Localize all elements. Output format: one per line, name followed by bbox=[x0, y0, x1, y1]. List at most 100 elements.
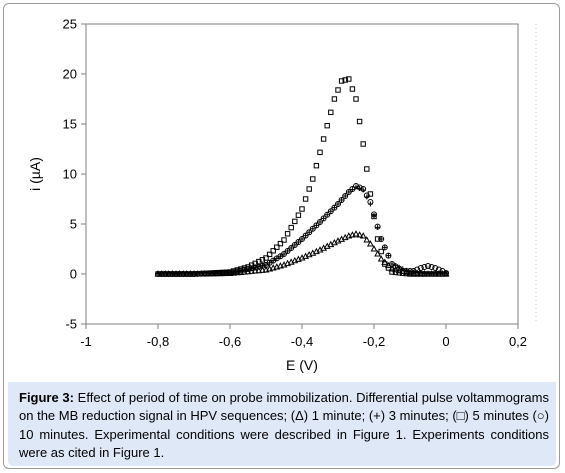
data-point-square bbox=[270, 248, 276, 254]
x-tick-label: 0 bbox=[442, 334, 449, 349]
data-point-circle bbox=[234, 268, 241, 275]
data-point-square bbox=[320, 136, 327, 142]
data-point-plus bbox=[285, 248, 291, 254]
data-point-circle bbox=[191, 271, 197, 277]
data-point-circle bbox=[173, 271, 179, 277]
data-point-circle bbox=[288, 245, 295, 251]
data-point-triangle bbox=[255, 266, 263, 274]
data-point-plus bbox=[385, 253, 391, 259]
data-point-plus bbox=[346, 189, 352, 195]
data-point-square bbox=[349, 86, 356, 92]
data-point-circle bbox=[421, 264, 428, 270]
data-point-circle bbox=[219, 270, 226, 277]
data-point-square bbox=[421, 271, 428, 277]
data-point-plus bbox=[339, 197, 345, 203]
data-point-circle bbox=[403, 268, 410, 274]
data-point-plus bbox=[299, 236, 305, 242]
y-tick-label: 15 bbox=[63, 117, 77, 132]
data-point-square bbox=[302, 196, 309, 202]
data-point-square bbox=[306, 186, 312, 192]
data-point-circle bbox=[209, 270, 215, 277]
data-point-circle bbox=[327, 208, 334, 215]
data-point-circle bbox=[432, 265, 439, 271]
data-point-square bbox=[317, 149, 323, 156]
data-point-circle bbox=[410, 268, 417, 274]
data-point-circle bbox=[241, 266, 248, 273]
data-point-square bbox=[378, 248, 384, 255]
data-point-circle bbox=[313, 222, 320, 229]
data-point-plus bbox=[389, 261, 395, 267]
data-point-square bbox=[295, 212, 302, 218]
data-point-plus bbox=[303, 233, 309, 239]
data-point-triangle bbox=[366, 240, 374, 247]
data-point-circle bbox=[360, 186, 367, 192]
data-point-circle bbox=[299, 236, 305, 242]
data-point-triangle bbox=[377, 255, 385, 262]
data-point-square bbox=[263, 255, 269, 261]
data-point-circle bbox=[194, 270, 201, 277]
data-point-square bbox=[389, 269, 395, 275]
caption-label: Figure 3: bbox=[19, 390, 74, 405]
x-tick-label: 0,2 bbox=[509, 334, 527, 349]
data-point-square bbox=[367, 191, 374, 197]
data-point-circle bbox=[399, 268, 406, 274]
y-tick-label: 25 bbox=[63, 17, 77, 32]
x-tick-label: -1 bbox=[80, 334, 92, 349]
data-point-plus bbox=[324, 212, 330, 218]
data-point-square bbox=[382, 261, 388, 267]
data-point-plus bbox=[313, 222, 319, 228]
data-point-square bbox=[310, 176, 316, 182]
data-point-circle bbox=[198, 270, 205, 277]
data-point-circle bbox=[227, 270, 233, 276]
data-point-square bbox=[407, 271, 413, 277]
chart: -1 -0,8 -0,6 -0,4 -0,2 0 0,2 25 20 15 10 5 0 -5 E (V… bbox=[27, 17, 537, 373]
data-point-square bbox=[342, 77, 348, 83]
data-point-triangle bbox=[359, 232, 367, 239]
data-point-square bbox=[274, 244, 280, 250]
data-point-circle bbox=[435, 266, 442, 273]
data-point-circle bbox=[284, 248, 291, 254]
data-point-square bbox=[324, 122, 330, 129]
data-point-circle bbox=[180, 271, 187, 277]
data-point-plus bbox=[331, 205, 337, 211]
data-point-circle bbox=[324, 211, 331, 218]
y-tick-label: 20 bbox=[63, 67, 77, 82]
data-point-square bbox=[392, 269, 399, 276]
data-point-plus bbox=[306, 229, 312, 235]
data-point-circle bbox=[306, 229, 313, 236]
x-axis-label: E (V) bbox=[286, 357, 318, 373]
data-point-circle bbox=[216, 270, 223, 277]
plot-area bbox=[85, 23, 519, 325]
data-point-triangle bbox=[356, 231, 364, 238]
data-point-plus bbox=[292, 242, 298, 248]
data-point-triangle bbox=[258, 266, 266, 273]
data-point-circle bbox=[356, 184, 363, 191]
y-tick-label: 0 bbox=[70, 267, 77, 282]
data-point-plus bbox=[288, 245, 294, 251]
data-point-triangle bbox=[352, 230, 360, 237]
data-point-square bbox=[281, 237, 287, 243]
data-point-circle bbox=[331, 204, 338, 211]
data-point-plus bbox=[335, 201, 341, 207]
data-point-circle bbox=[353, 183, 359, 189]
data-point-square bbox=[410, 271, 417, 277]
data-point-circle bbox=[443, 270, 449, 276]
data-point-square bbox=[364, 166, 370, 172]
data-point-circle bbox=[281, 251, 287, 257]
data-point-plus bbox=[342, 193, 348, 199]
data-point-square bbox=[288, 224, 294, 231]
data-point-circle bbox=[295, 239, 302, 245]
data-point-circle bbox=[309, 225, 316, 232]
data-point-circle bbox=[230, 269, 237, 276]
data-point-square bbox=[335, 87, 341, 93]
data-point-circle bbox=[255, 263, 262, 270]
data-point-circle bbox=[338, 197, 345, 203]
data-point-triangle bbox=[370, 245, 378, 252]
data-point-triangle bbox=[251, 267, 259, 274]
data-point-square bbox=[284, 231, 291, 237]
data-point-circle bbox=[212, 270, 219, 277]
y-tick-label: 10 bbox=[63, 167, 77, 182]
data-point-circle bbox=[317, 219, 323, 225]
data-point-circle bbox=[237, 267, 244, 274]
data-point-circle bbox=[407, 268, 413, 274]
